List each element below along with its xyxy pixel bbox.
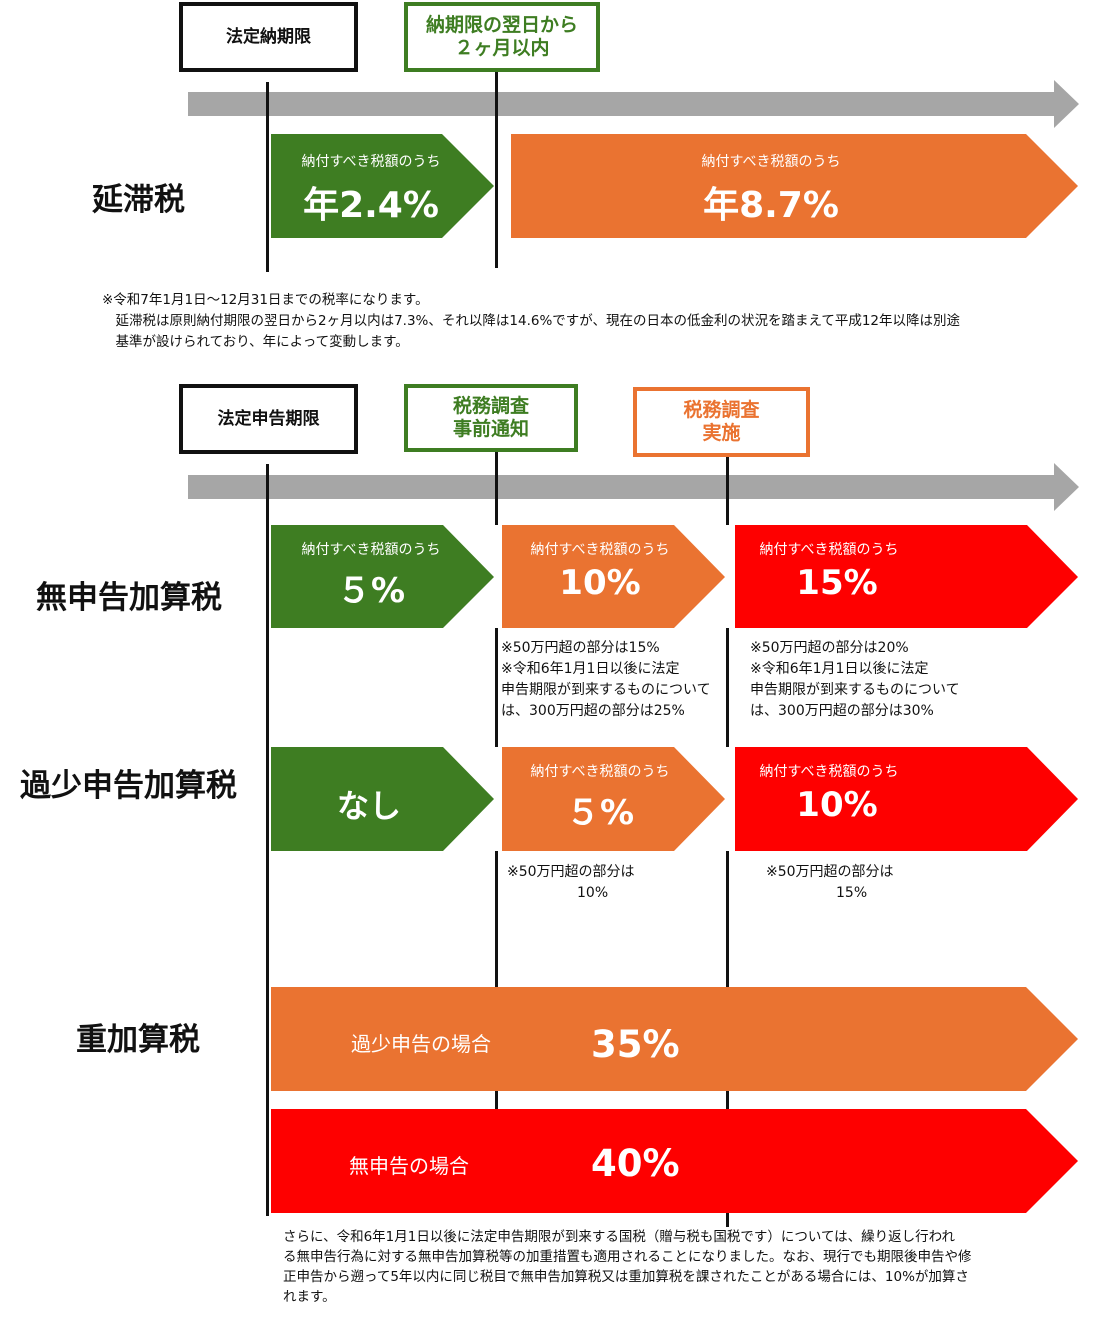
filing-deadline-label: 法定申告期限	[217, 408, 320, 429]
nofiling-note3: ※50万円超の部分は20% ※令和6年1月1日以後に法定 申告期限が到来するもの…	[750, 640, 960, 719]
under-stage3-value: 10%	[796, 785, 878, 825]
two-months-line	[495, 70, 498, 268]
nofiling-stage2: 納付すべき税額のうち 10%	[502, 525, 698, 628]
delinquency-stage1-arrow	[271, 134, 494, 238]
prior-notice-line-a	[495, 452, 498, 525]
two-months-box: 納期限の翌日から ２ヶ月以内	[404, 2, 600, 72]
nofiling-stage1: 納付すべき税額のうち ５%	[271, 525, 471, 628]
delinquency-stage2: 納付すべき税額のうち 年8.7%	[511, 134, 1031, 238]
audit-line-a	[726, 457, 729, 525]
prior-notice-box: 税務調査 事前通知	[404, 384, 578, 452]
delinquency-stage1-sub: 納付すべき税額のうち	[301, 154, 441, 170]
filing-deadline-box: 法定申告期限	[179, 384, 358, 454]
under-note3: ※50万円超の部分は 15%	[766, 864, 894, 901]
nofiling-stage1-value: ５%	[336, 571, 406, 611]
under-stage1: なし	[271, 747, 471, 851]
heavy-label: 重加算税	[76, 1022, 200, 1058]
nofiling-note2: ※50万円超の部分は15% ※令和6年1月1日以後に法定 申告期限が到来するもの…	[501, 640, 711, 719]
heavy-under-value: 35%	[591, 1023, 680, 1066]
prior-notice-line-b	[495, 628, 498, 747]
heavy-under: 過少申告の場合 35%	[271, 987, 1051, 1091]
underreporting-label: 過少申告加算税	[20, 768, 237, 804]
audit-box: 税務調査 実施	[633, 387, 810, 457]
under-note2: ※50万円超の部分は 10%	[507, 864, 635, 901]
nofiling-stage2-arrow	[502, 525, 725, 628]
under-stage2-sub: 納付すべき税額のうち	[530, 764, 670, 780]
heavy-nofile-case: 無申告の場合	[349, 1154, 469, 1178]
nofiling-stage2-value: 10%	[559, 563, 641, 603]
nofiling-stage3-arrow	[735, 525, 1078, 628]
two-months-label: 納期限の翌日から ２ヶ月以内	[425, 14, 578, 59]
prior-notice-line-d	[495, 1091, 498, 1109]
delinquency-stage1-value: 年2.4%	[303, 185, 439, 226]
nofiling-stage3-value: 15%	[796, 563, 878, 603]
delinquency-stage2-value: 年8.7%	[703, 185, 839, 226]
timeline-arrow-1	[188, 80, 1079, 128]
prior-notice-line-c	[495, 851, 498, 987]
audit-line-c	[726, 851, 729, 987]
prior-notice-label: 税務調査 事前通知	[452, 395, 529, 440]
heavy-under-case: 過少申告の場合	[351, 1032, 491, 1056]
audit-line-e	[726, 1213, 729, 1227]
under-stage1-arrow	[271, 747, 494, 851]
under-stage1-value: なし	[336, 787, 401, 825]
under-stage3-sub: 納付すべき税額のうち	[759, 764, 899, 780]
legal-deadline-box: 法定納期限	[179, 2, 358, 72]
heavy-nofile: 無申告の場合 40%	[271, 1109, 1051, 1213]
heavy-under-arrow	[271, 987, 1078, 1091]
under-stage3-arrow	[735, 747, 1078, 851]
heavy-nofile-value: 40%	[591, 1142, 680, 1185]
audit-line-b	[726, 628, 729, 747]
delinquency-stage1: 納付すべき税額のうち 年2.4%	[271, 134, 471, 238]
nofiling-label: 無申告加算税	[36, 580, 222, 616]
timeline-arrow-2	[188, 463, 1079, 511]
footer-note: さらに、令和6年1月1日以後に法定申告期限が到来する国税（贈与税も国税です）につ…	[283, 1229, 972, 1305]
audit-line-d	[726, 1091, 729, 1109]
delinquency-stage2-arrow	[511, 134, 1078, 238]
delinquency-label: 延滞税	[92, 182, 185, 218]
nofiling-stage1-sub: 納付すべき税額のうち	[301, 542, 441, 558]
nofiling-stage2-sub: 納付すべき税額のうち	[530, 542, 670, 558]
nofiling-stage3: 納付すべき税額のうち 15%	[735, 525, 935, 628]
under-stage3: 納付すべき税額のうち 10%	[735, 747, 935, 851]
under-stage2-value: ５%	[565, 793, 635, 833]
delinquency-stage2-sub: 納付すべき税額のうち	[701, 154, 841, 170]
heavy-nofile-arrow	[271, 1109, 1078, 1213]
delinquency-note: ※令和7年1月1日～12月31日までの税率になります。 延滞税は原則納付期限の翌…	[102, 292, 961, 350]
filing-deadline-line	[266, 464, 269, 1216]
under-stage2-arrow	[502, 747, 725, 851]
audit-label: 税務調査 実施	[683, 399, 760, 444]
nofiling-stage3-sub: 納付すべき税額のうち	[759, 542, 899, 558]
nofiling-stage1-arrow	[271, 525, 494, 628]
legal-deadline-line	[266, 82, 269, 272]
under-stage2: 納付すべき税額のうち ５%	[502, 747, 698, 851]
legal-deadline-label: 法定納期限	[226, 26, 311, 47]
